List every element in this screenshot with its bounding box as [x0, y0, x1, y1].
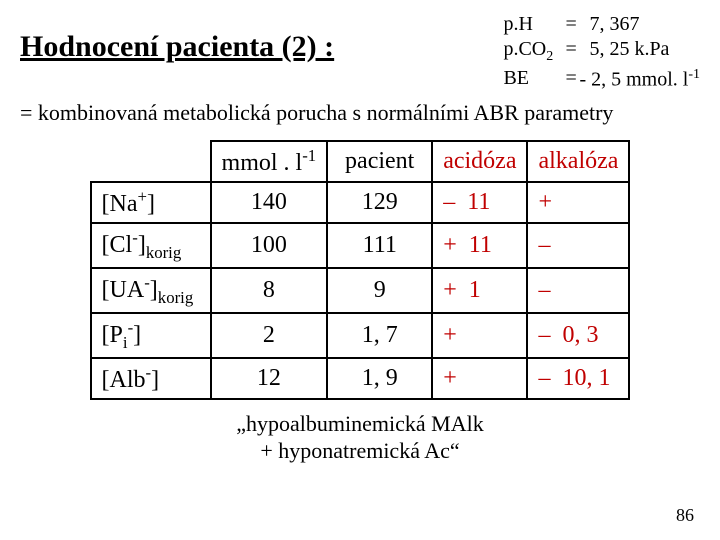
cell-pacient: 1, 9 — [327, 358, 432, 399]
table-row: [Na+]140129– 11+ — [91, 182, 630, 223]
cell-mmol: 8 — [211, 268, 328, 313]
cell-mmol: 100 — [211, 223, 328, 268]
cell-mmol: 140 — [211, 182, 328, 223]
cell-alkaloza: – 0, 3 — [527, 313, 629, 358]
cell-acidoza: + — [432, 313, 527, 358]
cell-mmol: 2 — [211, 313, 328, 358]
cell-pacient: 111 — [327, 223, 432, 268]
cell-pacient: 1, 7 — [327, 313, 432, 358]
cell-alkaloza: – — [527, 223, 629, 268]
page-title: Hodnocení pacienta (2) : — [20, 30, 334, 64]
page-number: 86 — [676, 505, 694, 526]
row-label: [Alb-] — [91, 358, 211, 399]
cell-pacient: 9 — [327, 268, 432, 313]
col-mmol: mmol . l-1 — [211, 141, 328, 182]
cell-acidoza: + 1 — [432, 268, 527, 313]
row-label: [Pi-] — [91, 313, 211, 358]
cell-mmol: 12 — [211, 358, 328, 399]
cell-acidoza: + 11 — [432, 223, 527, 268]
table-row: [Alb-]121, 9+ – 10, 1 — [91, 358, 630, 399]
table-row: [UA-]korig89+ 1– — [91, 268, 630, 313]
cell-acidoza: – 11 — [432, 182, 527, 223]
data-table: mmol . l-1 pacient acidóza alkalóza [Na+… — [90, 140, 631, 399]
subtitle: = kombinovaná metabolická porucha s norm… — [20, 100, 700, 126]
footer-quote: „hypoalbuminemická MAlk + hyponatremická… — [20, 410, 700, 465]
cell-alkaloza: – — [527, 268, 629, 313]
col-alkaloza: alkalóza — [527, 141, 629, 182]
abr-block: p.H= 7, 367p.CO2= 5, 25 k.PaBE=- 2, 5 mm… — [503, 12, 700, 92]
cell-alkaloza: + — [527, 182, 629, 223]
table-row: [Cl-]korig100111+ 11– — [91, 223, 630, 268]
cell-alkaloza: – 10, 1 — [527, 358, 629, 399]
col-pacient: pacient — [327, 141, 432, 182]
row-label: [Na+] — [91, 182, 211, 223]
cell-acidoza: + — [432, 358, 527, 399]
cell-pacient: 129 — [327, 182, 432, 223]
row-label: [UA-]korig — [91, 268, 211, 313]
table-row: [Pi-]21, 7+ – 0, 3 — [91, 313, 630, 358]
row-label: [Cl-]korig — [91, 223, 211, 268]
col-acidoza: acidóza — [432, 141, 527, 182]
